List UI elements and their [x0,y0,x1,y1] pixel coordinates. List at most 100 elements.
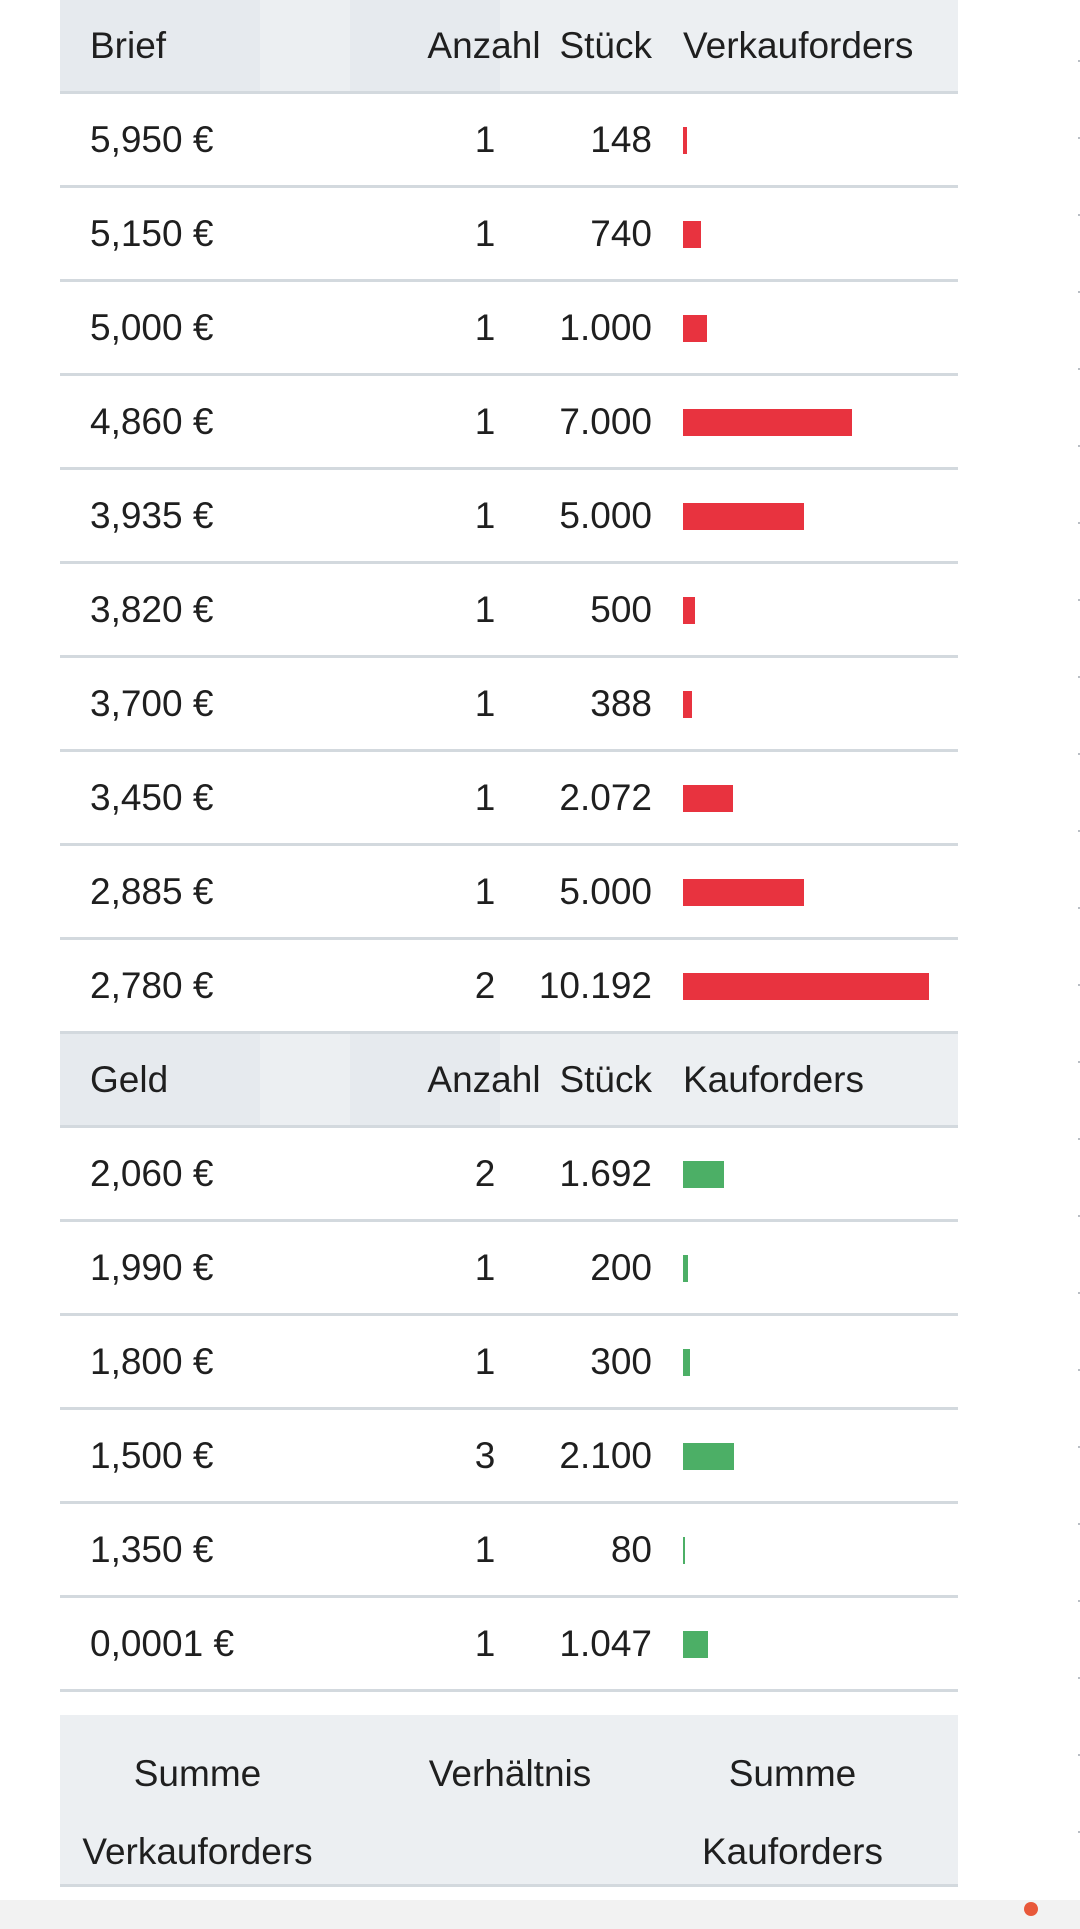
header-segment [60,0,260,91]
header-segment [350,0,500,91]
order-summary: Summe Verkauforders Verhältnis Summe Kau… [60,1715,958,1887]
bid-count-header: Anzahl [427,1059,541,1100]
bid-volume-bar [683,1631,708,1658]
ask-volume-bar [683,691,692,718]
edge-tick [1078,1215,1080,1217]
edge-tick [1078,368,1080,370]
ask-volume-bar [683,597,695,624]
edge-tick [1078,1138,1080,1140]
ask-row: 3,935 € 1 5.000 [60,470,958,564]
ask-price: 5,950 € [90,119,214,160]
bid-row: 1,500 € 3 2.100 [60,1410,958,1504]
edge-tick [1078,1677,1080,1679]
bid-volume-bar [683,1537,685,1564]
edge-tick [1078,60,1080,62]
ask-volume-bar [683,315,707,342]
ask-volume-bar [683,785,733,812]
buy-total-label-line2: Kauforders [702,1831,883,1872]
sell-total-label: Summe Verkauforders [80,1735,315,1891]
bid-count: 1 [474,1529,496,1570]
ask-row: 5,000 € 1 1.000 [60,282,958,376]
bid-volume-bar [683,1349,690,1376]
buy-total-label: Summe Kauforders [685,1735,900,1891]
ask-volume-bar [683,879,804,906]
notification-dot-icon [1024,1902,1038,1916]
bid-orders-header: Kauforders [683,1059,864,1100]
ask-volume-bar [683,973,929,1000]
bid-row: 1,800 € 1 300 [60,1316,958,1410]
bid-count: 1 [474,1623,496,1664]
ask-qty: 5.000 [559,495,652,536]
ask-volume-bar [683,503,804,530]
ask-count: 1 [474,777,496,818]
ask-price: 5,000 € [90,307,214,348]
ask-count-header: Anzahl [427,25,541,66]
bid-price: 1,500 € [90,1435,214,1476]
bid-count: 1 [474,1247,496,1288]
bid-qty: 1.692 [559,1153,652,1194]
edge-tick [1078,676,1080,678]
ask-row: 3,450 € 1 2.072 [60,752,958,846]
edge-tick [1078,522,1080,524]
bid-rows: 2,060 € 2 1.692 1,990 € 1 200 1,800 € 1 … [60,1128,958,1692]
edge-tick [1078,599,1080,601]
edge-tick [1078,907,1080,909]
ratio-label: Verhältnis [390,1735,630,1813]
ask-count: 1 [474,589,496,630]
bid-row: 1,990 € 1 200 [60,1222,958,1316]
ask-row: 2,780 € 2 10.192 [60,940,958,1034]
ask-row: 5,950 € 1 148 [60,94,958,188]
bid-count: 1 [474,1341,496,1382]
edge-tick [1078,1831,1080,1833]
bid-volume-bar [683,1443,734,1470]
ask-qty: 7.000 [559,401,652,442]
ask-count: 1 [474,213,496,254]
bid-qty: 300 [590,1341,652,1382]
bid-qty: 200 [590,1247,652,1288]
bid-price: 1,990 € [90,1247,214,1288]
ask-price: 3,820 € [90,589,214,630]
sell-total-label-line2: Verkauforders [82,1831,313,1872]
ask-row: 3,820 € 1 500 [60,564,958,658]
ask-qty: 388 [590,683,652,724]
edge-tick [1078,1754,1080,1756]
ask-table-header: Brief Anzahl Stück Verkauforders [60,0,958,94]
edge-tick [1078,1369,1080,1371]
ask-qty: 1.000 [559,307,652,348]
ask-count: 1 [474,871,496,912]
bid-row: 2,060 € 2 1.692 [60,1128,958,1222]
edge-tick [1078,1600,1080,1602]
ask-row: 2,885 € 1 5.000 [60,846,958,940]
order-book-table: Brief Anzahl Stück Verkauforders 5,950 €… [60,0,958,1692]
ask-rows: 5,950 € 1 148 5,150 € 1 740 5,000 € 1 1.… [60,94,958,1034]
edge-tick [1078,984,1080,986]
edge-tick [1078,753,1080,755]
ask-qty-header: Stück [559,25,652,66]
bid-price: 1,800 € [90,1341,214,1382]
adjacent-panel-edge [1078,0,1080,1900]
bid-volume-bar [683,1255,688,1282]
ratio-label-text: Verhältnis [428,1753,592,1794]
bid-qty-header: Stück [559,1059,652,1100]
bid-qty: 80 [610,1529,652,1570]
ask-orders-header: Verkauforders [683,25,914,66]
ask-price: 3,700 € [90,683,214,724]
bid-volume-bar [683,1161,724,1188]
bottom-bar [0,1900,1080,1929]
ask-row: 5,150 € 1 740 [60,188,958,282]
ask-price: 2,885 € [90,871,214,912]
edge-tick [1078,1523,1080,1525]
bid-row: 0,0001 € 1 1.047 [60,1598,958,1692]
bid-price: 2,060 € [90,1153,214,1194]
buy-total-label-line1: Summe [728,1753,857,1794]
ask-count: 1 [474,119,496,160]
ask-qty: 740 [590,213,652,254]
ask-row: 3,700 € 1 388 [60,658,958,752]
ask-qty: 10.192 [538,965,652,1006]
bid-count: 3 [474,1435,496,1476]
ask-qty: 2.072 [559,777,652,818]
bid-table-header: Geld Anzahl Stück Kauforders [60,1034,958,1128]
ask-price: 3,935 € [90,495,214,536]
bid-price: 0,0001 € [90,1623,235,1664]
edge-tick [1078,291,1080,293]
